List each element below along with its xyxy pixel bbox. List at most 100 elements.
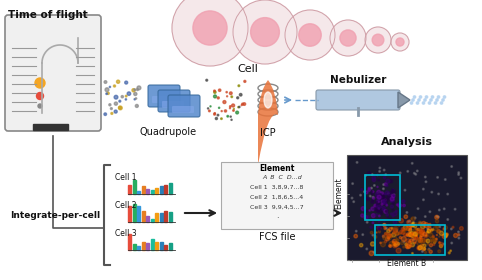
Circle shape [418, 238, 422, 242]
Circle shape [214, 91, 216, 93]
Circle shape [366, 248, 368, 250]
Circle shape [387, 197, 390, 200]
Circle shape [393, 220, 397, 224]
Circle shape [411, 217, 415, 221]
Circle shape [413, 239, 416, 243]
Circle shape [417, 228, 422, 233]
Bar [146, 216, 149, 222]
Bar [133, 204, 135, 222]
Circle shape [402, 228, 404, 231]
Circle shape [383, 202, 385, 204]
Circle shape [412, 162, 413, 164]
Circle shape [119, 106, 121, 109]
Circle shape [436, 225, 439, 228]
Circle shape [386, 179, 390, 183]
Circle shape [371, 200, 374, 203]
Circle shape [386, 185, 388, 186]
Circle shape [381, 192, 383, 194]
Circle shape [379, 167, 381, 169]
Bar [150, 219, 153, 222]
Circle shape [415, 228, 417, 230]
Circle shape [410, 102, 413, 104]
Circle shape [392, 190, 395, 193]
Circle shape [399, 233, 401, 235]
Circle shape [382, 200, 386, 204]
Circle shape [392, 202, 394, 205]
Circle shape [402, 228, 405, 231]
Bar [365, 175, 400, 220]
Circle shape [443, 228, 445, 230]
Circle shape [114, 110, 117, 113]
Circle shape [414, 225, 417, 228]
Circle shape [442, 234, 447, 239]
Circle shape [371, 187, 372, 189]
Circle shape [330, 20, 366, 56]
Circle shape [384, 202, 387, 205]
Text: Element B: Element B [388, 259, 427, 268]
Circle shape [386, 203, 387, 204]
Circle shape [414, 233, 416, 236]
Circle shape [444, 179, 446, 180]
Circle shape [451, 242, 453, 244]
Circle shape [427, 228, 428, 230]
Circle shape [368, 187, 370, 189]
Text: Integrate-per-cell: Integrate-per-cell [10, 211, 100, 220]
Circle shape [423, 232, 427, 236]
Circle shape [391, 194, 394, 197]
Circle shape [390, 213, 392, 215]
Circle shape [406, 226, 408, 228]
Circle shape [427, 243, 428, 245]
Circle shape [104, 113, 107, 115]
Circle shape [371, 174, 373, 175]
Circle shape [455, 208, 456, 210]
Circle shape [385, 193, 387, 195]
Circle shape [415, 174, 416, 175]
Circle shape [360, 244, 363, 247]
Circle shape [400, 230, 402, 234]
Circle shape [414, 231, 418, 236]
Circle shape [383, 169, 385, 171]
Circle shape [417, 242, 422, 246]
Circle shape [37, 92, 43, 99]
Bar [155, 213, 158, 222]
Circle shape [411, 232, 415, 236]
Circle shape [440, 244, 442, 248]
Circle shape [367, 172, 371, 176]
Text: Cell 2  1,8,6,5...4: Cell 2 1,8,6,5...4 [250, 195, 304, 200]
Circle shape [381, 212, 382, 213]
Circle shape [132, 89, 135, 92]
Circle shape [407, 221, 409, 223]
Circle shape [458, 234, 460, 236]
Circle shape [402, 237, 406, 241]
Circle shape [393, 226, 398, 231]
Circle shape [429, 223, 431, 225]
Circle shape [374, 185, 375, 186]
Circle shape [387, 229, 390, 233]
Circle shape [353, 201, 354, 202]
Circle shape [419, 96, 422, 98]
Circle shape [442, 99, 444, 101]
Circle shape [444, 233, 448, 237]
FancyBboxPatch shape [5, 15, 101, 131]
Circle shape [392, 232, 395, 234]
Circle shape [380, 226, 382, 228]
Circle shape [406, 246, 408, 248]
Circle shape [111, 113, 113, 115]
Bar [150, 190, 153, 194]
Circle shape [362, 234, 363, 235]
Text: Element: Element [259, 164, 295, 173]
Circle shape [365, 175, 367, 176]
Circle shape [372, 234, 374, 236]
Circle shape [380, 242, 381, 244]
Circle shape [379, 201, 380, 202]
Circle shape [430, 237, 435, 241]
Circle shape [385, 232, 387, 235]
Circle shape [386, 204, 388, 206]
Bar [146, 243, 149, 250]
Circle shape [340, 30, 356, 46]
Circle shape [371, 193, 373, 195]
Text: Cell 3  9,9,4,5...7: Cell 3 9,9,4,5...7 [250, 205, 304, 210]
Circle shape [389, 242, 393, 245]
Circle shape [399, 219, 403, 223]
Circle shape [440, 231, 443, 235]
